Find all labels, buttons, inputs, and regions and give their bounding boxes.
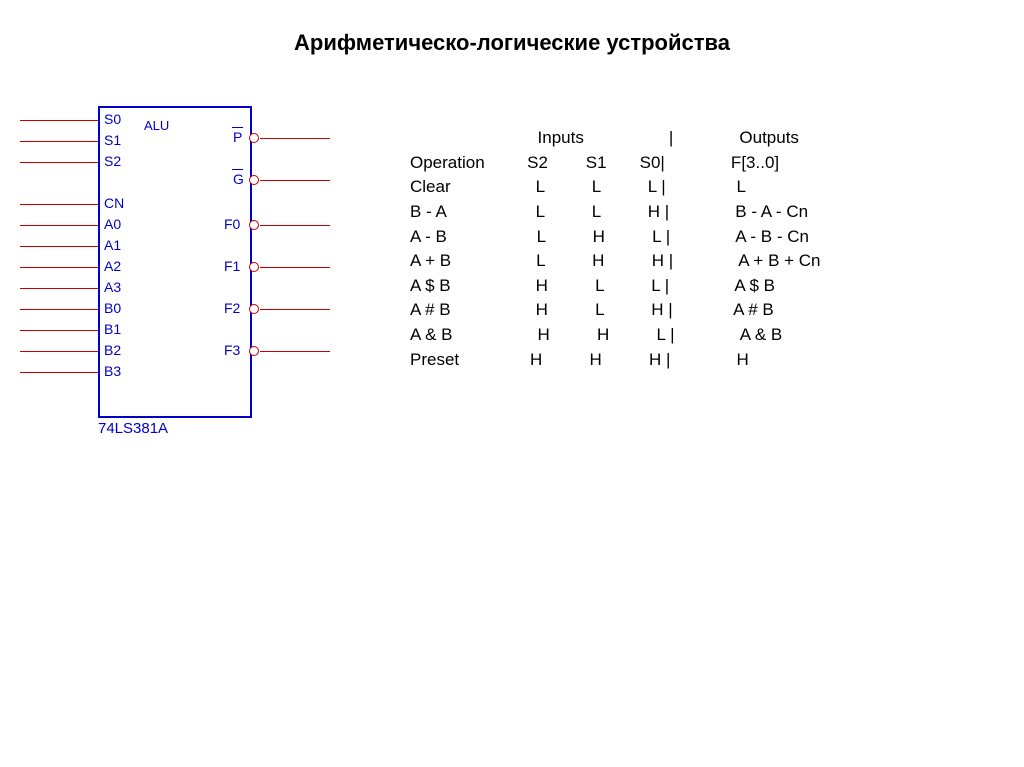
- truth-table-row: Clear L L L | L: [410, 175, 821, 200]
- input-wire: [20, 120, 98, 121]
- truth-table: Inputs | OutputsOperation S2 S1 S0| F[3.…: [410, 126, 821, 372]
- input-pin-label: S0: [104, 111, 121, 127]
- truth-table-row: B - A L L H | B - A - Cn: [410, 200, 821, 225]
- output-pin-label: F0: [224, 216, 240, 232]
- truth-table-row: A $ B H L L | A $ B: [410, 274, 821, 299]
- truth-table-row: A # B H L H | A # B: [410, 298, 821, 323]
- input-pin-label: B2: [104, 342, 121, 358]
- input-pin-label: B0: [104, 300, 121, 316]
- input-wire: [20, 288, 98, 289]
- input-wire: [20, 204, 98, 205]
- input-wire: [20, 351, 98, 352]
- inversion-bubble-icon: [249, 220, 259, 230]
- output-pin-label: G: [233, 171, 244, 187]
- output-wire: [260, 180, 330, 181]
- input-wire: [20, 267, 98, 268]
- truth-table-row: A + B L H H | A + B + Cn: [410, 249, 821, 274]
- overbar-icon: [232, 169, 243, 170]
- inversion-bubble-icon: [249, 133, 259, 143]
- output-wire: [260, 351, 330, 352]
- alu-schematic: ALUS0S1S2CNA0A1A2A3B0B1B2B3PGF0F1F2F374L…: [20, 106, 174, 418]
- inversion-bubble-icon: [249, 175, 259, 185]
- overbar-icon: [232, 127, 243, 128]
- input-pin-label: A1: [104, 237, 121, 253]
- output-pin-label: F2: [224, 300, 240, 316]
- output-wire: [260, 138, 330, 139]
- input-wire: [20, 141, 98, 142]
- part-number-label: 74LS381A: [98, 420, 168, 437]
- output-pin-label: P: [233, 129, 242, 145]
- input-pin-label: A2: [104, 258, 121, 274]
- input-wire: [20, 246, 98, 247]
- input-wire: [20, 372, 98, 373]
- truth-table-header: Inputs | Outputs: [410, 126, 821, 151]
- input-pin-label: S1: [104, 132, 121, 148]
- input-pin-label: S2: [104, 153, 121, 169]
- inversion-bubble-icon: [249, 262, 259, 272]
- output-pin-label: F3: [224, 342, 240, 358]
- truth-table-row: Preset H H H | H: [410, 348, 821, 373]
- alu-label: ALU: [144, 118, 169, 133]
- truth-table-row: A - B L H L | A - B - Cn: [410, 225, 821, 250]
- output-pin-label: F1: [224, 258, 240, 274]
- input-pin-label: CN: [104, 195, 124, 211]
- input-pin-label: A0: [104, 216, 121, 232]
- page-title: Арифметическо-логические устройства: [0, 0, 1024, 56]
- truth-table-header: Operation S2 S1 S0| F[3..0]: [410, 151, 821, 176]
- output-wire: [260, 267, 330, 268]
- input-pin-label: B3: [104, 363, 121, 379]
- output-wire: [260, 309, 330, 310]
- input-wire: [20, 309, 98, 310]
- input-pin-label: A3: [104, 279, 121, 295]
- input-wire: [20, 330, 98, 331]
- input-wire: [20, 162, 98, 163]
- input-pin-label: B1: [104, 321, 121, 337]
- input-wire: [20, 225, 98, 226]
- output-wire: [260, 225, 330, 226]
- inversion-bubble-icon: [249, 346, 259, 356]
- inversion-bubble-icon: [249, 304, 259, 314]
- truth-table-row: A & B H H L | A & B: [410, 323, 821, 348]
